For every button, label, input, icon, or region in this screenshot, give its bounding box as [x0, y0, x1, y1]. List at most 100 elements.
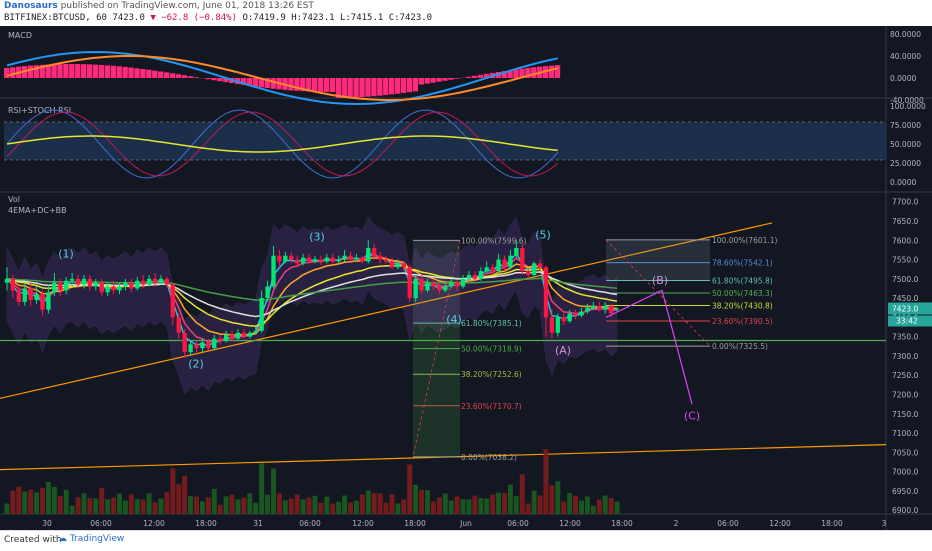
candle-body — [295, 260, 299, 264]
candle-body — [194, 344, 198, 348]
price-axis-tick: 7150.0 — [892, 410, 918, 419]
volume-bar — [200, 501, 205, 514]
volume-bar — [490, 495, 495, 514]
volume-bar — [573, 496, 578, 514]
candle-body — [467, 275, 471, 279]
candle-body — [550, 317, 554, 332]
macd-histogram-bar — [164, 72, 169, 78]
candle-body — [502, 260, 506, 268]
candle-body — [76, 279, 80, 285]
x-axis-tick: 12:00 — [559, 519, 581, 528]
fib-right-label: 23.60%(7390.5) — [712, 317, 773, 326]
x-axis-tick: 12:00 — [143, 519, 165, 528]
macd-histogram-bar — [188, 76, 193, 78]
candle-body — [562, 317, 566, 321]
tradingview-brand: TradingView — [70, 534, 124, 544]
x-axis-tick: 31 — [253, 519, 263, 528]
candle-body — [485, 267, 489, 271]
volume-bar — [591, 506, 596, 514]
candle-body — [129, 283, 133, 289]
macd-histogram-bar — [158, 71, 163, 78]
volume-bar — [218, 505, 223, 514]
candle-body — [153, 279, 157, 283]
macd-histogram-bar — [99, 65, 104, 78]
volume-bar — [271, 468, 276, 514]
rsi-band — [4, 122, 886, 160]
volume-bar — [395, 504, 400, 514]
volume-bar — [10, 491, 15, 514]
x-axis-tick: 2 — [674, 519, 679, 528]
candle-body — [17, 290, 21, 302]
symbol-name[interactable]: BITFINEX:BTCUSD, 60 — [4, 13, 107, 23]
x-axis-tick: 12:00 — [769, 519, 791, 528]
candle-body — [526, 271, 530, 275]
candle-body — [94, 283, 98, 287]
volume-bar — [372, 493, 377, 514]
macd-histogram-bar — [253, 78, 258, 87]
price-axis-tick: 7600.0 — [892, 236, 918, 245]
overlay-indicator-label: 4EMA+DC+BB — [8, 206, 67, 215]
macd-histogram-bar — [4, 68, 9, 78]
candle-body — [218, 339, 222, 341]
x-axis-tick: 18:00 — [404, 519, 426, 528]
volume-bar — [514, 496, 519, 514]
volume-bar — [117, 494, 122, 514]
candle-body — [437, 287, 441, 291]
wave-label: (2) — [188, 357, 204, 370]
candle-body — [473, 275, 477, 279]
volume-bar — [532, 491, 537, 514]
chart-footer: Created with ☁ TradingView — [0, 530, 932, 551]
macd-histogram-bar — [478, 75, 483, 78]
volume-bar — [111, 498, 116, 514]
candle-body — [200, 342, 204, 348]
volume-bar — [295, 495, 300, 514]
volume-bar — [153, 503, 158, 514]
candle-body — [34, 294, 38, 300]
fib-left-label: 0.00%(7038.2) — [461, 453, 517, 462]
author-link[interactable]: Danosaurs — [4, 1, 58, 11]
candle-body — [449, 283, 453, 287]
candle-body — [396, 263, 400, 267]
candle-body — [378, 256, 382, 260]
price-axis-tick: 7350.0 — [892, 333, 918, 342]
volume-bar — [342, 496, 347, 514]
volume-bar — [22, 491, 27, 514]
macd-histogram-bar — [330, 78, 335, 92]
x-axis-tick: 06:00 — [507, 519, 529, 528]
volume-bar — [366, 490, 371, 514]
volume-bar — [34, 492, 39, 514]
tradingview-logo[interactable]: ☁ TradingView — [58, 534, 124, 544]
volume-bar — [603, 496, 608, 514]
price-axis-tick: 7500.0 — [892, 275, 918, 284]
macd-histogram-bar — [176, 74, 181, 78]
candle-body — [461, 279, 465, 287]
fib-right-label: 50.00%(7463.3) — [712, 289, 773, 298]
candle-body — [248, 333, 252, 337]
macd-histogram-bar — [134, 68, 139, 78]
volume-bar — [496, 493, 501, 514]
candle-body — [591, 306, 595, 308]
macd-histogram-bar — [413, 78, 418, 91]
candle-body — [579, 312, 583, 316]
volume-bar — [159, 499, 164, 514]
candle-body — [496, 260, 500, 272]
macd-histogram-bar — [75, 64, 80, 78]
candle-body — [479, 271, 483, 279]
candle-body — [46, 292, 50, 309]
rsi-axis-tick: 100.0000 — [890, 102, 926, 111]
candle-body — [277, 256, 281, 262]
price-axis-tick: 7450.0 — [892, 294, 918, 303]
volume-bar — [164, 492, 169, 514]
macd-histogram-bar — [10, 67, 15, 78]
candle-body — [372, 248, 376, 256]
volume-bar — [555, 481, 560, 514]
candle-body — [336, 260, 340, 262]
volume-bar — [123, 501, 128, 514]
volume-bar — [419, 490, 424, 514]
candle-body — [147, 279, 151, 285]
candle-body — [354, 258, 358, 260]
macd-histogram-bar — [93, 65, 98, 78]
price-axis-tick: 7050.0 — [892, 448, 918, 457]
